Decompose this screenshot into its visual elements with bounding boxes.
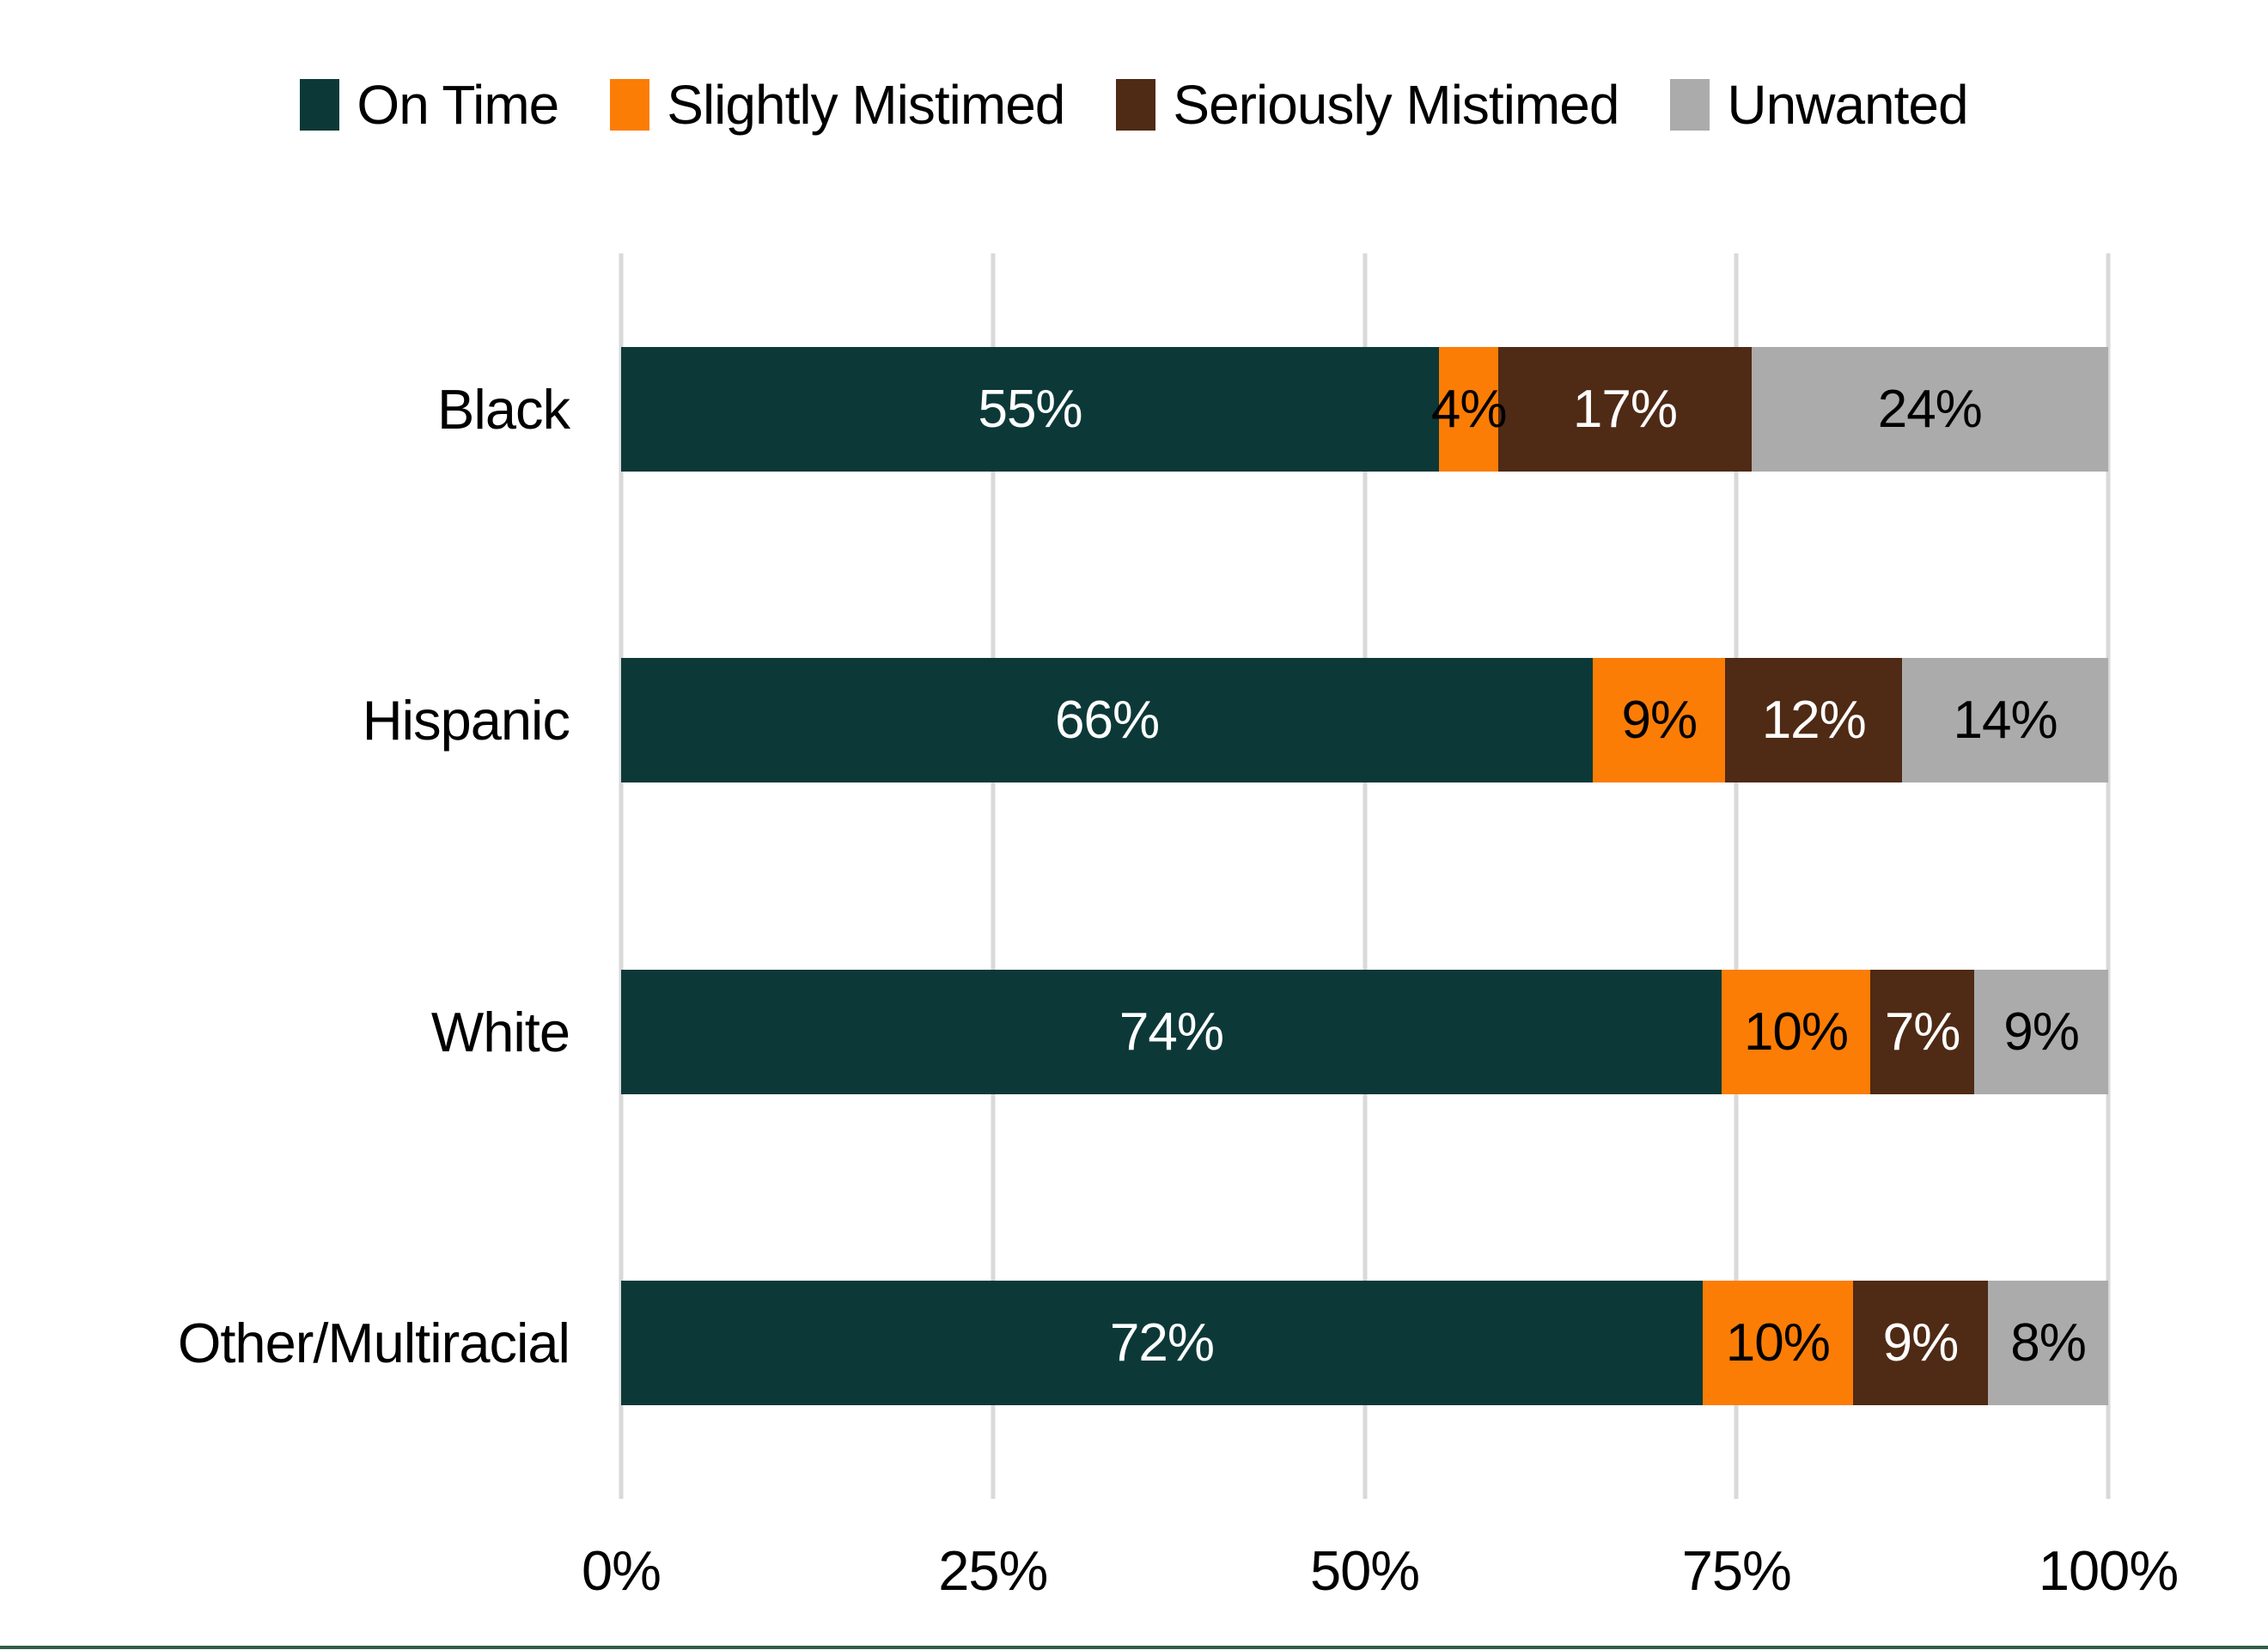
x-tick-label: 25% (938, 1538, 1048, 1602)
legend-item-slightly-mistimed: Slightly Mistimed (610, 73, 1065, 137)
segment-value-label: 9% (1882, 1313, 1960, 1373)
gridline (1363, 253, 1367, 1499)
x-axis: 0% 25% 50% 75% 100% (582, 1527, 2179, 1613)
segment-value-label: 4% (1430, 379, 1508, 439)
category-label: Other/Multiracial (177, 1312, 570, 1375)
bar-segment-seriously-mistimed: 17% (1498, 346, 1752, 472)
bar-segment-on-time: 72% (621, 1281, 1703, 1406)
segment-value-label: 10% (1725, 1313, 1831, 1373)
bar-rows: 55% 4% 17% 24% 66% 9% 12% 14% 74% 10% 7% 9% 72% 10% 9%… (621, 253, 2108, 1499)
bar-row: 72% 10% 9% 8% (621, 1281, 2108, 1406)
bar-segment-seriously-mistimed: 12% (1725, 658, 1903, 783)
legend-label: Slightly Mistimed (667, 74, 1065, 136)
segment-value-label: 12% (1761, 691, 1867, 751)
bar-segment-slightly-mistimed: 4% (1431, 346, 1507, 472)
gridline (619, 253, 624, 1499)
segment-value-label: 55% (978, 379, 1082, 439)
segment-value-label: 66% (1055, 691, 1160, 751)
gridline (991, 253, 996, 1499)
bar-segment-unwanted: 14% (1902, 658, 2108, 783)
segment-value-label: 17% (1572, 379, 1678, 439)
segment-value-label: 74% (1119, 1002, 1224, 1062)
legend-label: On Time (357, 74, 559, 136)
bar-segment-on-time: 66% (621, 658, 1594, 783)
segment-value-label: 8% (2010, 1313, 2087, 1373)
bar-row: 74% 10% 7% 9% (621, 969, 2108, 1094)
segment-value-label: 9% (1621, 691, 1698, 751)
bar-segment-seriously-mistimed: 9% (1852, 1281, 1989, 1406)
x-tick-label: 0% (582, 1538, 662, 1602)
gridline (2106, 253, 2111, 1499)
segment-value-label: 10% (1743, 1002, 1849, 1062)
legend-label: Seriously Mistimed (1173, 74, 1619, 136)
category-label: White (430, 1000, 570, 1063)
category-label: Hispanic (362, 689, 570, 752)
gridline (1734, 253, 1739, 1499)
legend-item-on-time: On Time (300, 73, 559, 137)
bar-segment-on-time: 55% (621, 346, 1440, 472)
bar-segment-unwanted: 24% (1751, 346, 2108, 472)
legend-swatch-icon (1670, 79, 1710, 131)
bar-segment-slightly-mistimed: 10% (1721, 969, 1871, 1094)
bar-row-slot: 72% 10% 9% 8% (621, 1188, 2108, 1500)
legend-swatch-icon (1116, 79, 1156, 131)
segment-value-label: 7% (1884, 1002, 1961, 1062)
bar-segment-seriously-mistimed: 7% (1870, 969, 1975, 1094)
bar-row: 66% 9% 12% 14% (621, 658, 2108, 783)
legend: On Time Slightly Mistimed Seriously Mistim… (0, 53, 2268, 156)
bar-segment-on-time: 74% (621, 969, 1722, 1094)
plot-area: 55% 4% 17% 24% 66% 9% 12% 14% 74% 10% 7% 9% 72% 10% 9%… (619, 253, 2111, 1499)
bottom-border-line (0, 1646, 2268, 1649)
bar-segment-slightly-mistimed: 9% (1593, 658, 1726, 783)
segment-value-label: 24% (1877, 379, 1983, 439)
bar-row-slot: 74% 10% 7% 9% (621, 876, 2108, 1188)
category-axis-labels: Black Hispanic White Other/Multiracial (0, 253, 570, 1499)
legend-swatch-icon (300, 79, 340, 131)
legend-swatch-icon (610, 79, 650, 131)
bar-row: 55% 4% 17% 24% (621, 346, 2108, 472)
bar-row-slot: 55% 4% 17% 24% (621, 253, 2108, 565)
x-tick-label: 50% (1309, 1538, 1420, 1602)
segment-value-label: 72% (1109, 1313, 1215, 1373)
legend-item-seriously-mistimed: Seriously Mistimed (1116, 73, 1619, 137)
category-label: Black (437, 377, 570, 441)
segment-value-label: 14% (1953, 691, 2058, 751)
x-tick-label: 100% (2038, 1538, 2179, 1602)
bar-segment-slightly-mistimed: 10% (1702, 1281, 1853, 1406)
bar-segment-unwanted: 9% (1974, 969, 2108, 1094)
legend-label: Unwanted (1727, 74, 1968, 136)
legend-item-unwanted: Unwanted (1670, 73, 1969, 137)
bar-row-slot: 66% 9% 12% 14% (621, 565, 2108, 877)
x-tick-label: 75% (1681, 1538, 1792, 1602)
segment-value-label: 9% (2003, 1002, 2080, 1062)
bar-segment-unwanted: 8% (1988, 1281, 2108, 1406)
